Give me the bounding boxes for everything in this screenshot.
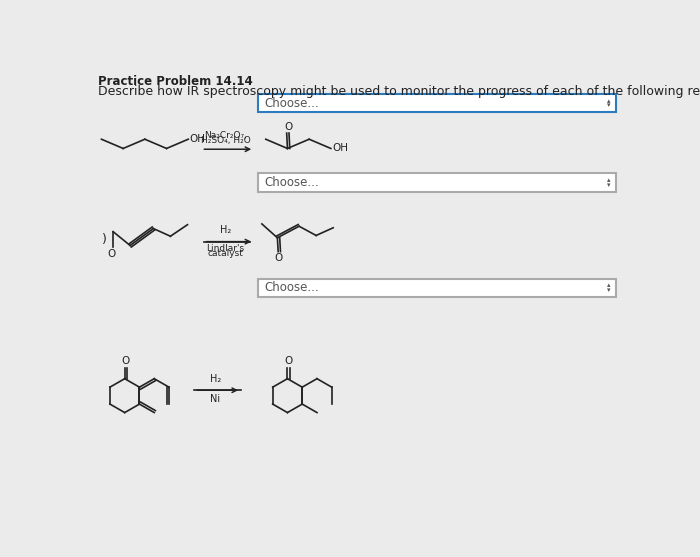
Text: H₂: H₂ — [220, 226, 231, 236]
Text: Choose...: Choose... — [264, 96, 318, 110]
Text: ▾: ▾ — [606, 287, 610, 293]
Text: ▾: ▾ — [606, 102, 610, 109]
Text: OH: OH — [332, 144, 349, 154]
Text: O: O — [107, 248, 116, 258]
Text: Ni: Ni — [210, 394, 220, 404]
Text: ▴: ▴ — [606, 97, 610, 104]
Bar — [258, 278, 616, 297]
Text: catalyst: catalyst — [207, 250, 244, 258]
Text: ▴: ▴ — [606, 177, 610, 183]
Text: Choose...: Choose... — [264, 281, 318, 294]
Text: OH: OH — [190, 134, 206, 144]
Text: O: O — [284, 121, 293, 131]
Bar — [258, 173, 616, 192]
Text: O: O — [275, 253, 283, 263]
Text: H₂SO₄, H₂O: H₂SO₄, H₂O — [201, 135, 251, 145]
Text: ▾: ▾ — [606, 182, 610, 188]
Text: Choose...: Choose... — [264, 176, 318, 189]
Text: Na₂Cr₂O₇,: Na₂Cr₂O₇, — [204, 131, 247, 140]
Text: O: O — [122, 356, 130, 367]
Text: H₂: H₂ — [210, 374, 221, 384]
Text: ): ) — [102, 233, 107, 246]
Text: Describe how IR spectroscopy might be used to monitor the progress of each of th: Describe how IR spectroscopy might be us… — [98, 85, 700, 97]
Bar — [258, 94, 616, 113]
Text: O: O — [284, 356, 293, 367]
Text: Practice Problem 14.14: Practice Problem 14.14 — [98, 75, 253, 87]
Text: ▴: ▴ — [606, 282, 610, 289]
Text: Lindlar's: Lindlar's — [206, 244, 244, 253]
